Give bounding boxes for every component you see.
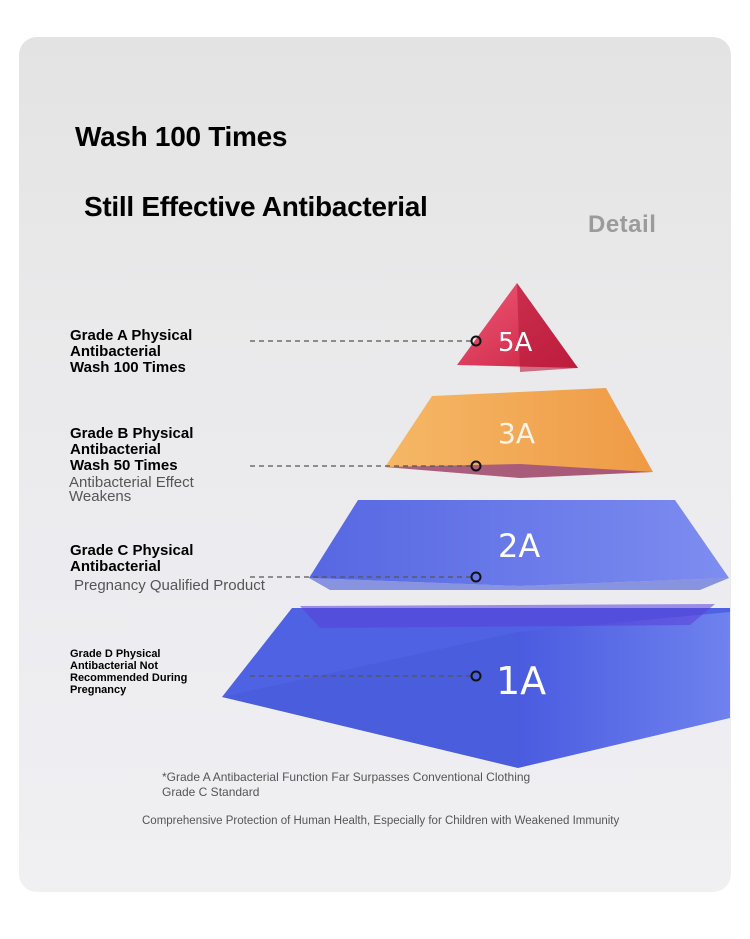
tier-2a-block xyxy=(309,500,729,590)
tier-1a-line-1: Grade D Physical xyxy=(70,648,161,660)
tier-2a-line-1: Grade C Physical xyxy=(70,542,194,559)
footnote: *Grade A Antibacterial Function Far Surp… xyxy=(162,770,530,800)
tier-3a-block xyxy=(385,388,653,478)
tier-5a-block xyxy=(457,283,578,372)
tier-2a-subnote: Pregnancy Qualified Product xyxy=(74,577,265,594)
tier-5a-line-2: Antibacterial xyxy=(70,343,161,360)
tier-1a-line-2: Antibacterial Not xyxy=(70,660,159,672)
leader-lines xyxy=(250,340,471,677)
tier-3a-line-3: Wash 50 Times xyxy=(70,457,178,474)
tier-2a-sub-1: Pregnancy Qualified Product xyxy=(74,577,265,594)
tier-3a-subnote: Antibacterial Effect Weakens xyxy=(69,474,194,505)
marker-dots xyxy=(470,335,482,682)
footer-text: Comprehensive Protection of Human Health… xyxy=(142,815,620,827)
tier-1a-line-4: Pregnancy xyxy=(70,684,127,696)
tier-5a-line-3: Wash 100 Times xyxy=(70,359,186,376)
grade-2a-label: 2A xyxy=(498,527,540,565)
tier-2a-line-2: Antibacterial xyxy=(70,558,161,575)
tier-5a-description: Grade A Physical Antibacterial Wash 100 … xyxy=(70,328,192,376)
headline-line-1: Wash 100 Times xyxy=(75,121,288,152)
detail-label: Detail xyxy=(588,211,657,238)
tier-1a-block xyxy=(222,604,730,768)
tier-3a-description: Grade B Physical Antibacterial Wash 50 T… xyxy=(70,426,193,474)
grade-1a-label: 1A xyxy=(496,659,546,703)
tier-3a-sub-2: Weakens xyxy=(69,488,132,505)
tier-3a-line-1: Grade B Physical xyxy=(70,425,194,442)
tier-3a-line-2: Antibacterial xyxy=(70,441,161,458)
footnote-line-1: *Grade A Antibacterial Function Far Surp… xyxy=(162,770,531,784)
tier-1a-line-3: Recommended During xyxy=(70,672,188,684)
footnote-line-2: Grade C Standard xyxy=(162,785,260,799)
grade-5a-label: 5A xyxy=(498,328,533,358)
tier-5a-line-1: Grade A Physical xyxy=(70,327,193,344)
tier-3a-sub-1: Antibacterial Effect xyxy=(69,474,194,491)
tier-2a-description: Grade C Physical Antibacterial xyxy=(70,543,193,575)
grade-3a-label: 3A xyxy=(498,417,535,450)
tier-1a-description: Grade D Physical Antibacterial Not Recom… xyxy=(70,648,187,696)
headline-line-2: Still Effective Antibacterial xyxy=(84,191,428,222)
